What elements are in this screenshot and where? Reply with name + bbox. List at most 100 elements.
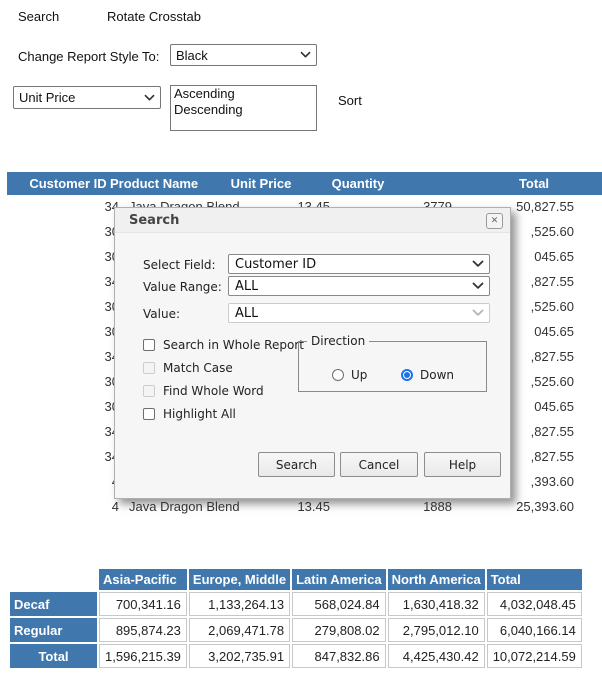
crosstab-value-cell: 895,874.23 [99,618,187,642]
table-row: 4 Java Dragon Blend 13.45 1888 25,393.60 [7,495,602,520]
rotate-crosstab-link[interactable]: Rotate Crosstab [107,9,201,24]
cell-total: 045.65 [534,399,574,414]
crosstab-value-cell: 2,069,471.78 [188,618,291,642]
cell-total: 045.65 [534,324,574,339]
cell-customer-id: 4 [111,499,119,514]
crosstab-value-cell: 10,072,214.59 [486,644,582,668]
report-style-select[interactable]: Black [170,44,317,66]
crosstab-row-header: Total [10,644,97,668]
listbox-option-ascending[interactable]: Ascending [174,86,235,101]
radio-icon [332,369,344,381]
sort-field-selected-value: Unit Price [19,90,76,105]
crosstab-value-cell: 1,630,418.32 [387,592,485,616]
radio-label: Up [351,368,368,382]
cell-customer-id: 30 [104,249,119,264]
select-field-value: Customer ID [235,256,317,272]
dialog-title: Search [129,212,180,228]
cell-customer-id: 34 [104,274,119,289]
close-icon[interactable]: ✕ [486,213,503,229]
crosstab-value-cell: 2,795,012.10 [387,618,485,642]
crosstab-column-header: Total [486,569,582,590]
crosstab-value-cell: 6,040,166.14 [486,618,582,642]
chevron-down-icon [472,282,484,290]
sort-direction-listbox[interactable]: Ascending Descending [170,85,317,131]
crosstab-value-cell: 279,808.02 [292,618,386,642]
column-header-quantity: Quantity [331,176,385,191]
chevron-down-icon [472,309,484,317]
column-header-customer-id: Customer ID [29,176,107,191]
crosstab-value-cell: 4,032,048.45 [486,592,582,616]
crosstab-row: Total 1,596,215.39 3,202,735.91 847,832.86 4… [10,644,582,668]
crosstab-value-cell: 1,596,215.39 [99,644,187,668]
cell-customer-id: 30 [104,224,119,239]
crosstab-row: Regular 895,874.23 2,069,471.78 279,808.02 2… [10,618,582,642]
cell-total: ,827.55 [530,424,574,439]
crosstab-value-cell: 4,425,430.42 [387,644,485,668]
cell-total: ,525.60 [530,374,574,389]
chevron-down-icon [144,94,155,101]
cell-total: ,827.55 [530,274,574,289]
cancel-button[interactable]: Cancel [340,452,418,477]
checkbox-label: Find Whole Word [163,383,264,398]
sort-field-select[interactable]: Unit Price [13,86,161,109]
chevron-down-icon [300,51,311,59]
search-button[interactable]: Search [258,452,335,477]
checkbox-label: Search in Whole Report [163,337,304,352]
listbox-option-descending[interactable]: Descending [174,102,243,117]
cell-total: 50,827.55 [516,199,574,214]
cell-total: 25,393.60 [516,499,574,514]
cell-customer-id: 30 [104,299,119,314]
cell-total: ,827.55 [530,349,574,364]
crosstab-row-header: Decaf [10,592,97,616]
checkbox-icon [143,362,155,374]
direction-legend: Direction [307,334,370,348]
checkbox-search-in-whole-report[interactable]: Search in Whole Report [143,338,304,352]
checkbox-icon [143,339,155,351]
crosstab-column-header: Asia-Pacific [99,569,187,590]
cell-customer-id: 34 [104,449,119,464]
dialog-titlebar[interactable]: Search [115,208,510,233]
search-link[interactable]: Search [18,9,60,24]
cell-customer-id: 34 [104,424,119,439]
value-range-dropdown[interactable]: ALL [228,276,490,296]
checkbox-icon [143,385,155,397]
cell-customer-id: 34 [104,199,119,214]
checkbox-highlight-all[interactable]: Highlight All [143,407,236,421]
cell-unit-price: 13.45 [297,499,330,514]
cell-total: ,393.60 [530,474,574,489]
cell-total: 045.65 [534,249,574,264]
help-button[interactable]: Help [424,452,501,477]
crosstab-value-cell: 1,133,264.13 [188,592,291,616]
chevron-down-icon [472,260,484,268]
checkbox-match-case: Match Case [143,361,233,375]
crosstab-value-cell: 847,832.86 [292,644,386,668]
report-style-selected-value: Black [176,47,208,63]
cell-product-name: Java Dragon Blend [129,499,240,514]
cell-customer-id: 30 [104,374,119,389]
column-header-total: Total [518,176,550,191]
column-header-product-name: Product Name [110,176,199,191]
cell-quantity: 1888 [423,499,452,514]
value-range-label: Value Range: [143,280,222,294]
crosstab-row-header: Regular [10,618,97,642]
value-range-value: ALL [235,278,259,294]
cell-customer-id: 30 [104,399,119,414]
radio-up[interactable]: Up [332,368,367,382]
crosstab-row: Decaf 700,341.16 1,133,264.13 568,024.84 1,6… [10,592,582,616]
report-table-header: Customer ID Product Name Unit Price Quan… [7,172,602,195]
crosstab-table: Asia-Pacific Europe, Middle Latin America N… [8,567,584,670]
radio-selected-icon [401,369,413,381]
checkbox-label: Highlight All [163,406,236,421]
cell-total: ,827.55 [530,449,574,464]
radio-down[interactable]: Down [401,368,454,382]
crosstab-value-cell: 3,202,735.91 [188,644,291,668]
value-dropdown: ALL [228,303,490,323]
checkbox-label: Match Case [163,360,233,375]
checkbox-icon [143,408,155,420]
select-field-dropdown[interactable]: Customer ID [228,254,490,274]
report-style-label: Change Report Style To: [18,49,160,64]
checkbox-find-whole-word: Find Whole Word [143,384,264,398]
crosstab-column-header: North America [387,569,485,590]
crosstab-corner-cell [10,569,97,590]
value-label: Value: [143,307,180,321]
